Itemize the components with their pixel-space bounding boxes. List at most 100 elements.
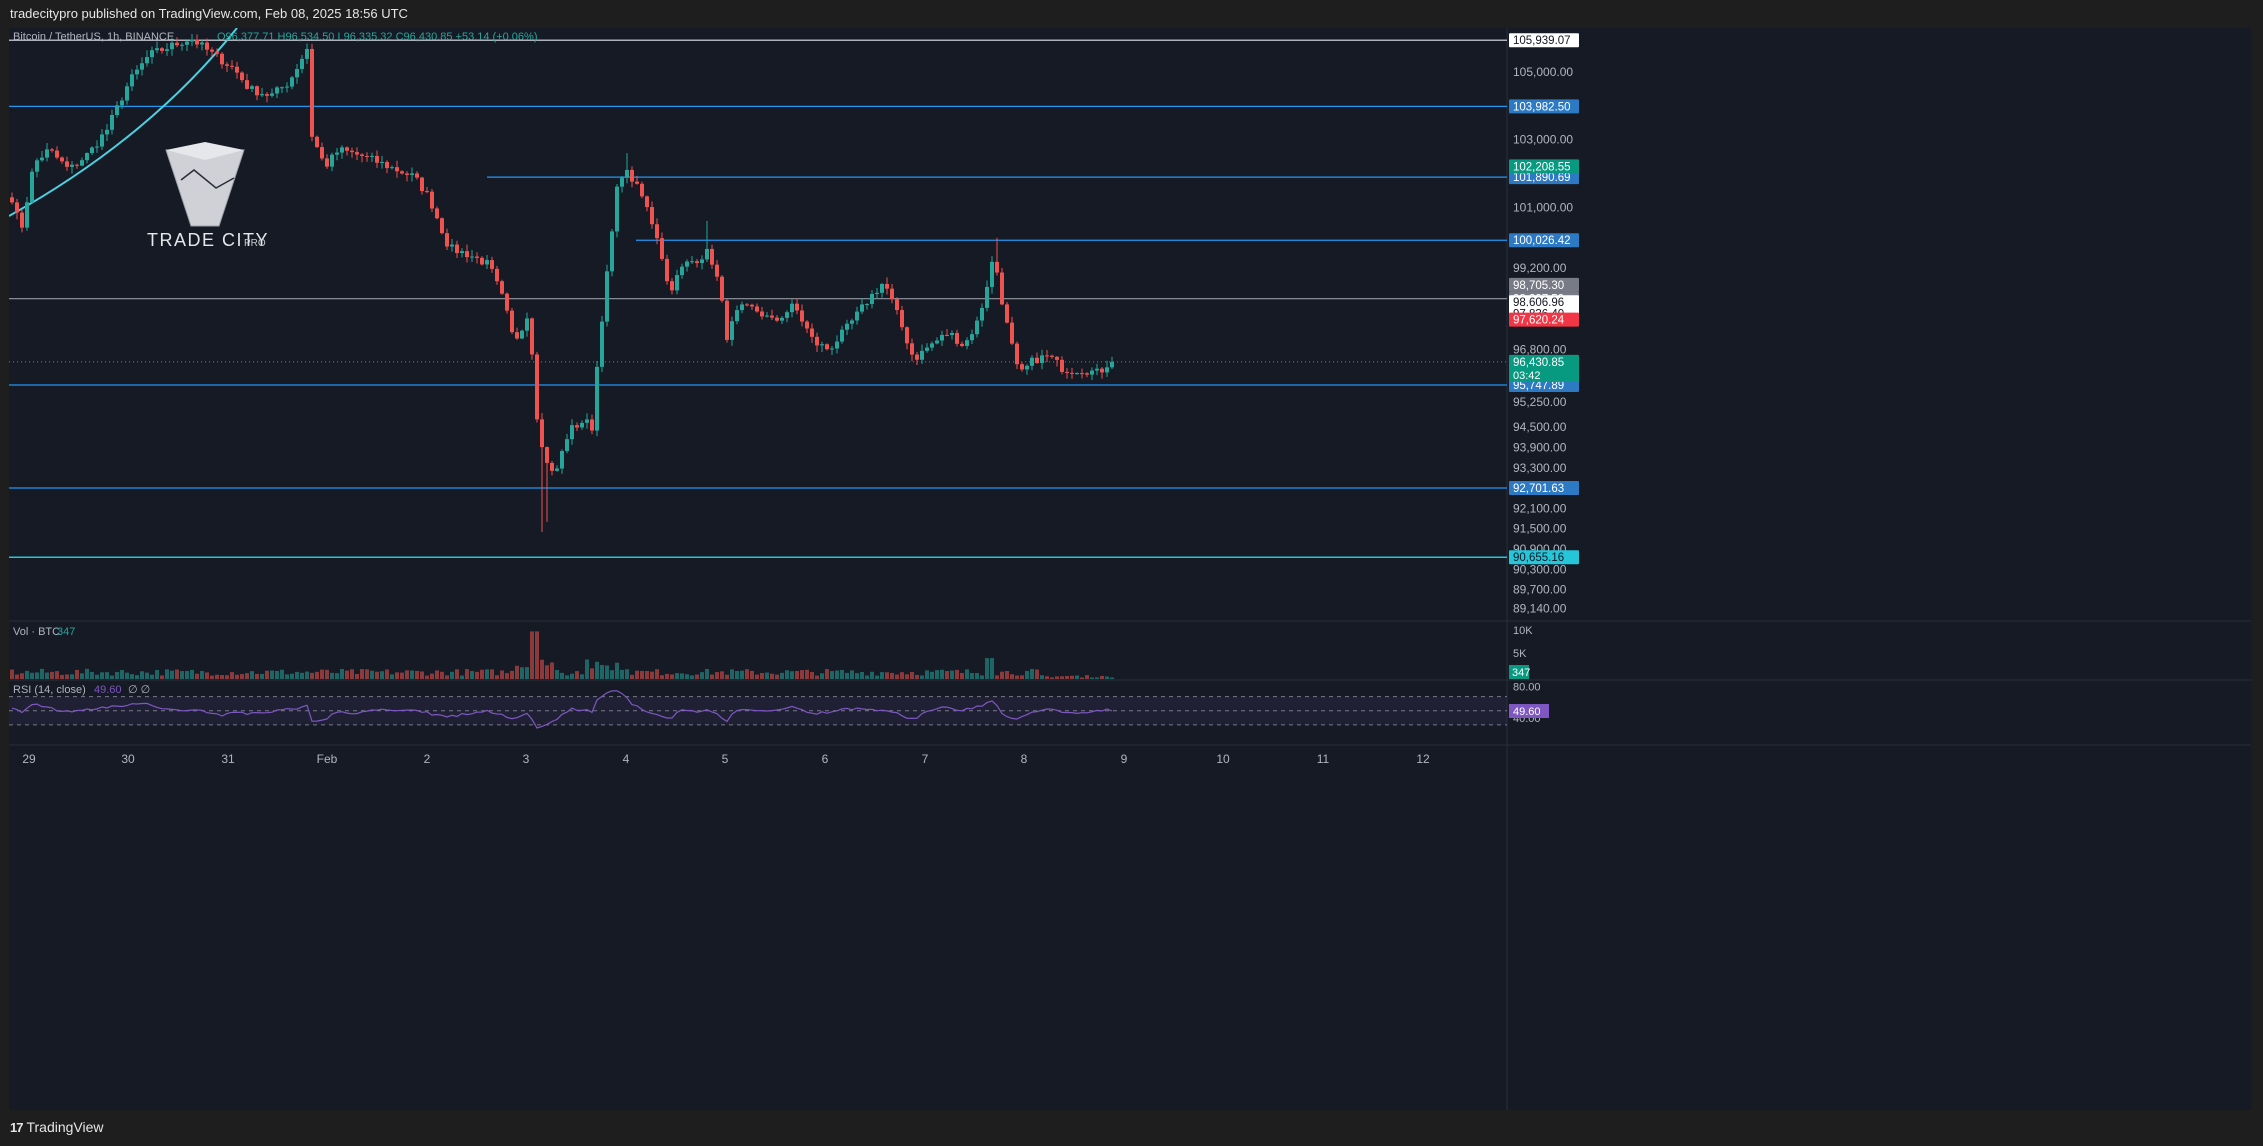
candle-body [155, 48, 159, 51]
rsi-last-tag-bg [1509, 704, 1549, 719]
candle-body [180, 44, 184, 46]
candle-body [765, 315, 769, 317]
volume-bar [285, 674, 289, 679]
candle-body [895, 299, 899, 311]
volume-bar [15, 674, 19, 679]
candle-body [290, 77, 294, 87]
x-tick-label: 4 [623, 752, 630, 766]
volume-bar [625, 669, 629, 679]
candle-body [50, 149, 54, 151]
volume-bar [925, 670, 929, 679]
candle-body [65, 161, 69, 167]
candle-body [930, 343, 934, 348]
volume-bar [500, 670, 504, 679]
candle-body [20, 212, 24, 228]
volume-bar [1105, 676, 1109, 679]
candle-body [140, 63, 144, 70]
tradingview-logo[interactable]: 17 TradingView [10, 1119, 104, 1135]
y-tick-label: 93,300.00 [1513, 461, 1567, 475]
volume-bar [760, 672, 764, 679]
candle-body [690, 261, 694, 263]
chart-area[interactable]: TRADE CITY PRO Bitcoin / TetherUS, 1h, BIN… [9, 28, 2251, 1110]
candle-body [840, 329, 844, 342]
x-tick-label: 5 [722, 752, 729, 766]
volume-bar [915, 674, 919, 679]
candle-body [320, 147, 324, 159]
volume-bar [25, 670, 29, 679]
volume-bar [70, 674, 74, 679]
volume-bar [1015, 675, 1019, 679]
candle-body [80, 160, 84, 166]
candle-body [150, 50, 154, 58]
candle-body [15, 202, 19, 213]
volume-bar [1000, 671, 1004, 679]
volume-bar [825, 669, 829, 679]
volume-bar [145, 672, 149, 679]
candle-body [825, 344, 829, 350]
volume-bar [240, 674, 244, 679]
y-tick-label: 105,000.00 [1513, 65, 1573, 79]
volume-bar [205, 672, 209, 679]
volume-bar [645, 670, 649, 679]
x-tick-label: 8 [1021, 752, 1028, 766]
candle-body [85, 153, 89, 161]
volume-bar [210, 675, 214, 679]
candle-body [445, 233, 449, 247]
candle-body [280, 87, 284, 89]
volume-bar [420, 671, 424, 679]
price-tag: 97,620.24 [1513, 315, 1565, 327]
candle-body [810, 328, 814, 337]
candle-body [55, 150, 59, 158]
candle-body [565, 439, 569, 452]
candle-body [430, 191, 434, 209]
volume-bar [795, 670, 799, 679]
candle-body [30, 171, 34, 203]
level-tag-bg [1509, 99, 1579, 114]
candle-body [1110, 361, 1114, 368]
volume-bar [370, 670, 374, 679]
candle-body [250, 86, 254, 89]
volume-bar [1110, 677, 1114, 679]
trend-curve[interactable] [9, 28, 238, 217]
volume-bar [245, 673, 249, 679]
trade-city-logo-text: TRADE CITY [147, 230, 269, 250]
volume-bar [50, 671, 54, 679]
candle-body [950, 332, 954, 336]
volume-bar [195, 673, 199, 679]
volume-bar [920, 675, 924, 679]
candle-body [1025, 365, 1029, 370]
volume-bar [800, 670, 804, 679]
volume-bar [975, 673, 979, 679]
volume-bar [330, 672, 334, 679]
volume-bar [235, 674, 239, 679]
y-tick-label: 93,900.00 [1513, 440, 1567, 454]
volume-label: Vol · BTC [13, 626, 60, 638]
x-tick-label: Feb [317, 752, 338, 766]
volume-bar [1100, 675, 1104, 679]
level-tag: 105,939.07 [1513, 35, 1571, 47]
trade-city-logo-top [166, 142, 244, 160]
candle-body [645, 196, 649, 208]
candle-body [325, 158, 329, 167]
volume-bar [510, 670, 514, 679]
volume-bar [780, 672, 784, 679]
volume-bar [415, 670, 419, 679]
volume-bar [830, 671, 834, 679]
candle-body [1080, 373, 1084, 375]
volume-bar [710, 674, 714, 679]
volume-bar [35, 672, 39, 679]
volume-bar [785, 670, 789, 679]
rsi-value: 49.60 [94, 684, 122, 696]
candle-body [925, 347, 929, 351]
candle-body [205, 42, 209, 50]
volume-bar [945, 671, 949, 679]
candle-body [975, 320, 979, 335]
volume-bar [65, 674, 69, 679]
candle-body [860, 304, 864, 312]
candle-body [120, 100, 124, 106]
candle-body [345, 147, 349, 151]
candle-body [915, 354, 919, 360]
candle-body [935, 340, 939, 344]
volume-bar [1090, 677, 1094, 679]
